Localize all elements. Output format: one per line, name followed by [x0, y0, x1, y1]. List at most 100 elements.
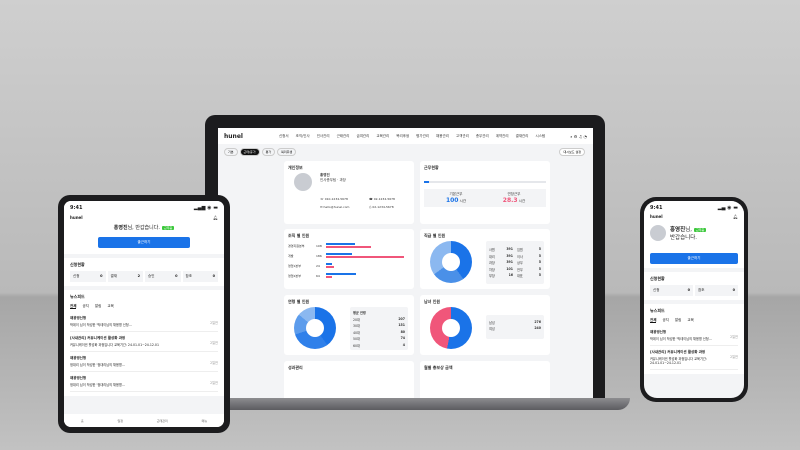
logo: hunel	[650, 214, 663, 219]
legend-value: 4	[402, 342, 405, 347]
legend-label: 과장	[489, 261, 495, 265]
bar-male	[326, 253, 352, 255]
news-body: 커뮤니케이션 활성화 과정입니다 교육기간: 24.01.01~24.12.01	[70, 343, 159, 347]
org-bars	[326, 242, 410, 249]
status-badge: 근무중	[161, 226, 175, 230]
tab[interactable]: 복리후생	[277, 148, 297, 156]
bottom-nav-item[interactable]: 근태관리	[156, 418, 168, 423]
bottom-nav-item[interactable]: 일정	[117, 418, 123, 423]
stat-1[interactable]: 참조 0	[695, 285, 738, 296]
stat-3[interactable]: 참조 0	[182, 271, 218, 282]
legend-column: 사원 391 대리 391 과장 391 차장 101 부장 16	[489, 246, 513, 280]
news-item[interactable]: 채용명신청 정대리 님이 작성한 '정대리님의 채용명... 2일전	[70, 352, 218, 372]
card-title: 근무현황	[424, 165, 439, 170]
stat-2[interactable]: 승인 0	[145, 271, 181, 282]
legend-value: 276	[534, 319, 541, 324]
stat-1[interactable]: 결재 2	[107, 271, 143, 282]
news-title: 채용명신청	[70, 356, 87, 360]
nav-item[interactable]: 근태관리	[336, 134, 350, 138]
nav-item[interactable]: 결재관리	[515, 134, 529, 138]
news-item[interactable]: 채용명신청 정대리 님이 작성한 '정대리님의 채용명... 2일전	[70, 372, 218, 392]
legend-value: 5	[538, 273, 541, 277]
legend-value: 74	[400, 336, 405, 340]
nav-item[interactable]: 계약관리	[495, 134, 509, 138]
news-tab[interactable]: 공지	[82, 304, 89, 308]
personal-card: 개인정보 홍영진 인사총무팀 · 과장 ☏ 010-1234-5678 ✉ hel…	[284, 161, 414, 224]
bar-male	[326, 243, 356, 245]
bell-icon[interactable]: 🔔︎	[212, 215, 218, 220]
legend-row: 상무 5	[517, 260, 541, 265]
news-tab[interactable]: 교육	[107, 304, 114, 308]
legend-row: 과장 391	[489, 260, 513, 265]
greeting: 님,	[685, 227, 692, 233]
user-name: 홍영진	[670, 227, 686, 233]
legend-label: 대표	[517, 274, 523, 278]
news-tab[interactable]: 알림	[94, 304, 102, 308]
news-tab[interactable]: 전체	[650, 318, 657, 323]
stat-0[interactable]: 신청 0	[70, 271, 106, 282]
section-title: 뉴스피드	[70, 294, 85, 299]
nav-item[interactable]: 신청서	[278, 134, 289, 138]
header-icons[interactable]: ⌕ ⚙ ♫ ◔	[570, 133, 587, 139]
org-bars	[326, 262, 410, 269]
news-item[interactable]: 채용명신청 박데이 님이 작성한 '박데이님의 채용명 신청... 2일전	[70, 312, 218, 332]
widget-settings-button[interactable]: 대시보드 설정	[559, 148, 585, 156]
news-item[interactable]: 채용명신청 박데이 님이 작성한 '박데이님의 채용명 신청... 2일전	[650, 326, 738, 346]
legend-row: 사원 391	[489, 247, 513, 252]
nav-item[interactable]: 교육관리	[376, 134, 390, 138]
legend-label: 부장	[489, 274, 495, 278]
news-tab[interactable]: 전체	[70, 304, 77, 309]
phone: 02-1234-5678	[373, 197, 395, 201]
stat-value: 2	[137, 274, 140, 278]
greeting-line2: 반갑습니다.	[670, 235, 698, 241]
bottom-nav-item[interactable]: 홈	[80, 418, 84, 423]
legend-row: 대표 5	[517, 273, 541, 278]
card-title: 직급 별 인원	[424, 233, 446, 238]
nav-item[interactable]: 복리후생	[396, 134, 410, 138]
nav-item[interactable]: 채용관리	[436, 134, 449, 138]
logo: hunel	[224, 132, 243, 140]
news-date: 2일전	[210, 381, 218, 385]
tab[interactable]: 근태/휴가	[239, 148, 260, 156]
unit: 시간	[459, 199, 467, 203]
nav-item[interactable]: 조직/인사	[295, 134, 310, 138]
org-row: 개발 186	[288, 252, 410, 259]
legend-row: 20대 207	[353, 317, 405, 322]
clock-in-button[interactable]: 출근하기	[98, 237, 190, 248]
card-title: 개인정보	[288, 165, 303, 170]
nav-item[interactable]: 고객관리	[455, 134, 469, 138]
news-tab[interactable]: 알림	[674, 318, 682, 322]
stat-0[interactable]: 신청 0	[650, 285, 693, 296]
news-item[interactable]: [사내관리] 커뮤니케이션 활성화 과정 커뮤니케이션 활성화 과정입니다 교육기…	[650, 346, 738, 370]
nav-item[interactable]: 급여관리	[356, 134, 370, 138]
bell-icon[interactable]: 🔔︎	[732, 214, 738, 219]
clock-in-button[interactable]: 출근하기	[650, 253, 738, 264]
legend-row: 임원 5	[517, 247, 541, 252]
section-title: 신청현황	[650, 276, 665, 281]
legend-value: 5	[538, 266, 541, 271]
news-tab[interactable]: 공지	[662, 318, 669, 322]
bottom-nav: 홈 일정 근태관리 메뉴	[64, 414, 224, 427]
age-card: 연령 별 인원 평균 연령 20대 207 30대 151 40대 80 50대 74 60대 4	[284, 295, 414, 355]
tab[interactable]: 기본	[224, 148, 238, 156]
news-date: 2일전	[210, 321, 218, 325]
bottom-nav-item[interactable]: 메뉴	[201, 418, 208, 423]
news-title: [사내관리] 커뮤니케이션 활성화 과정	[650, 350, 706, 354]
bar-female	[326, 256, 405, 258]
news-item[interactable]: [사내관리] 커뮤니케이션 활성화 과정 커뮤니케이션 활성화 과정입니다 교육기…	[70, 332, 218, 352]
nav-item[interactable]: 인사관리	[316, 134, 330, 138]
phone: 9:41 ▂▄ ◉ ▬ hunel 🔔︎ 홍영진님, 근무중 반갑습니다. 출근하기 신…	[640, 197, 748, 402]
news-tab[interactable]: 교육	[687, 318, 694, 322]
news-title: 채용명신청	[70, 316, 87, 320]
card-title: 남녀 인원	[424, 299, 441, 304]
legend-column: 임원 5 이사 5 상무 5 전무 5 대표 5	[517, 246, 541, 280]
overtime-label: 연장근무	[507, 192, 521, 196]
nav-item[interactable]: 총무관리	[475, 134, 489, 138]
legend-value: 240	[534, 326, 541, 330]
nav-item[interactable]: 평가관리	[416, 134, 430, 138]
legend-value: 5	[538, 253, 541, 258]
tab[interactable]: 평가	[261, 148, 276, 156]
nav-item[interactable]: 시스템	[535, 134, 546, 138]
news-title: 채용명신청	[650, 330, 667, 334]
status-bar: 9:41 ▂▄ ◉ ▬	[650, 205, 738, 211]
